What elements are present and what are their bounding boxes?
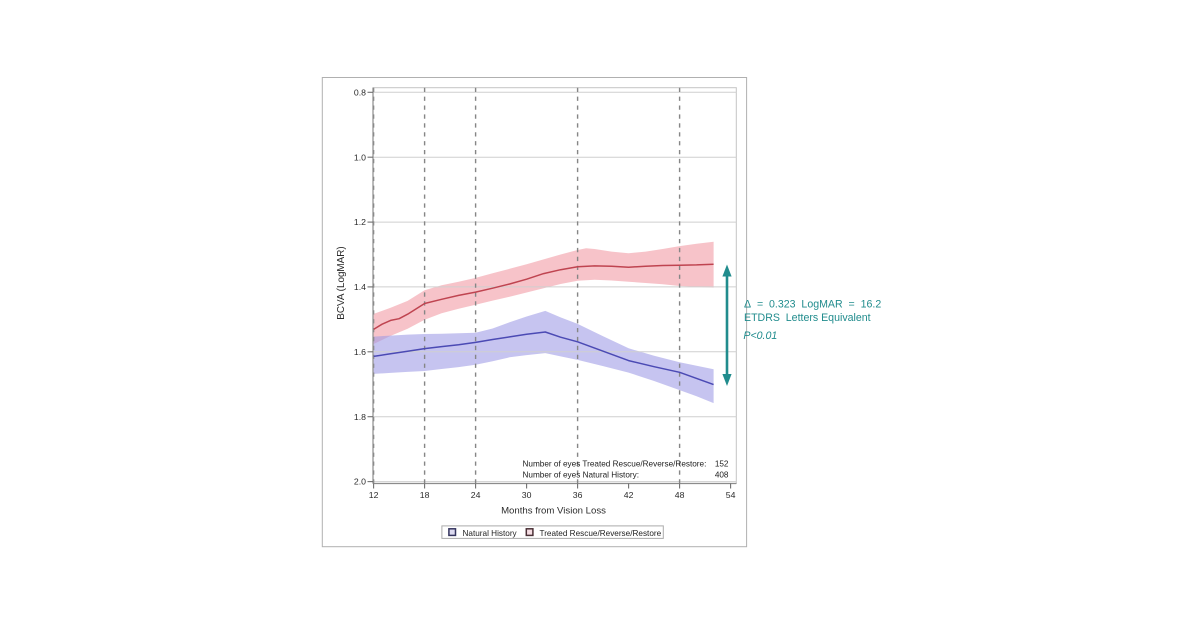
svg-text:Treated Rescue/Reverse/Restore: Treated Rescue/Reverse/Restore [540,529,662,538]
svg-text:36: 36 [573,490,583,500]
svg-text:48: 48 [675,490,685,500]
svg-text:1.6: 1.6 [354,347,366,357]
svg-text:Natural History: Natural History [463,529,518,538]
svg-text:Months from Vision Loss: Months from Vision Loss [501,506,606,517]
svg-text:42: 42 [624,490,634,500]
svg-text:BCVA (LogMAR): BCVA (LogMAR) [336,246,347,319]
svg-text:Δ = 0.323 LogMAR = 16.2: Δ = 0.323 LogMAR = 16.2 [744,298,881,310]
svg-text:408: 408 [715,470,729,479]
svg-text:P<0.01: P<0.01 [743,330,777,342]
svg-text:1.4: 1.4 [354,282,366,292]
svg-text:18: 18 [420,490,430,500]
svg-text:Number of eyes Natural History: Number of eyes Natural History: [523,470,639,479]
svg-text:1.2: 1.2 [354,217,366,227]
svg-text:Number of eyes Treated Rescue/: Number of eyes Treated Rescue/Reverse/Re… [523,460,707,469]
svg-text:152: 152 [715,460,729,469]
svg-text:1.0: 1.0 [354,152,366,162]
svg-text:0.8: 0.8 [354,87,366,97]
svg-text:24: 24 [471,490,481,500]
svg-text:30: 30 [522,490,532,500]
svg-text:54: 54 [726,490,736,500]
svg-text:12: 12 [369,490,379,500]
svg-text:2.0: 2.0 [354,477,366,487]
svg-text:ETDRS Letters Equivalent: ETDRS Letters Equivalent [744,312,871,324]
svg-text:1.8: 1.8 [354,412,366,422]
